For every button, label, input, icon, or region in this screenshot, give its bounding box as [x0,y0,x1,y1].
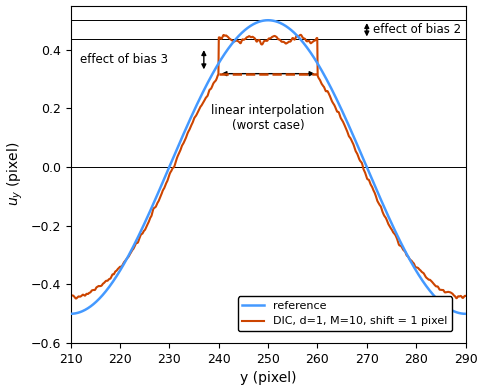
Text: effect of bias 2: effect of bias 2 [373,23,461,36]
Text: linear interpolation
(worst case): linear interpolation (worst case) [212,104,325,132]
Legend: reference, DIC, d=1, M=10, shift = 1 pixel: reference, DIC, d=1, M=10, shift = 1 pix… [238,296,452,331]
Text: effect of bias 3: effect of bias 3 [80,53,169,66]
Y-axis label: $u_y$ (pixel): $u_y$ (pixel) [6,142,25,206]
X-axis label: y (pixel): y (pixel) [240,371,296,386]
